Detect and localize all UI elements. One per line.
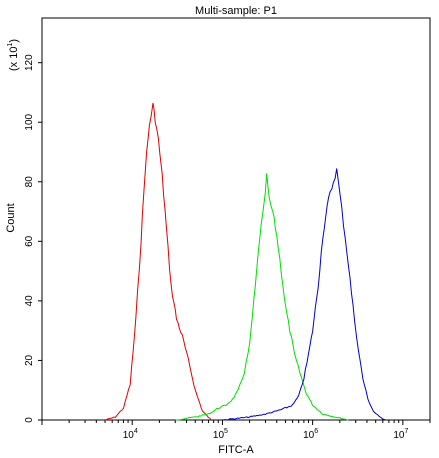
y-multiplier-prefix: (x 10 [8,47,20,71]
y-tick-label: 40 [24,295,35,307]
plot-frame [41,17,431,421]
x-tick-label: 106 [303,428,318,441]
histogram-series-1 [104,102,212,421]
x-axis-label: FITC-A [218,444,254,456]
y-axis-label: Count [5,203,17,232]
y-tick-label: 0 [24,417,35,423]
y-tick-label: 120 [24,54,35,71]
x-tick-label: 107 [393,428,408,441]
svg-text:(x 101): (x 101) [7,39,20,71]
chart-title: Multi-sample: P1 [195,5,277,17]
x-tick-label: 104 [123,428,138,441]
y-multiplier-exponent: 1 [7,43,14,47]
series-layer [104,102,387,421]
y-tick-label: 60 [24,235,35,247]
histogram-series-2 [175,173,349,421]
x-axis-ticks: 104 105 106 107 [41,420,431,441]
y-tick-label: 20 [24,354,35,366]
x-tick-label: 105 [213,428,228,441]
y-multiplier-suffix: ) [8,39,20,43]
histogram-series-3 [222,168,387,421]
y-multiplier-label: (x 101) [7,39,20,71]
y-tick-label: 80 [24,176,35,188]
y-axis-ticks: 0 20 40 60 80 100 120 [24,54,42,423]
y-tick-label: 100 [24,113,35,130]
